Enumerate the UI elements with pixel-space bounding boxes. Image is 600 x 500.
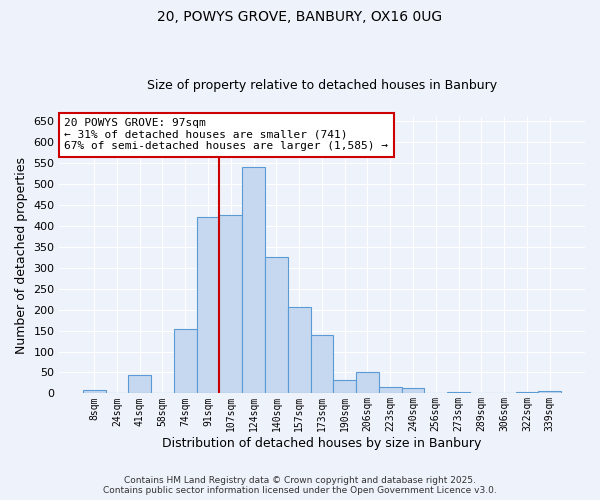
Bar (197, 217, 220, 394)
Bar (265, 257, 288, 394)
Bar (288, 308, 311, 394)
Bar (220, 216, 242, 394)
Bar (334, 380, 356, 394)
Bar (128, 375, 151, 394)
Bar (311, 334, 334, 394)
Bar (538, 392, 561, 394)
Bar (447, 392, 470, 394)
X-axis label: Distribution of detached houses by size in Banbury: Distribution of detached houses by size … (162, 437, 482, 450)
Bar (242, 166, 265, 394)
Bar (83, 390, 106, 394)
Text: 20, POWYS GROVE, BANBURY, OX16 0UG: 20, POWYS GROVE, BANBURY, OX16 0UG (157, 10, 443, 24)
Bar (174, 330, 197, 394)
Title: Size of property relative to detached houses in Banbury: Size of property relative to detached ho… (147, 79, 497, 92)
Bar (515, 392, 538, 394)
Text: 20 POWYS GROVE: 97sqm
← 31% of detached houses are smaller (741)
67% of semi-det: 20 POWYS GROVE: 97sqm ← 31% of detached … (64, 118, 388, 152)
Text: Contains HM Land Registry data © Crown copyright and database right 2025.
Contai: Contains HM Land Registry data © Crown c… (103, 476, 497, 495)
Y-axis label: Number of detached properties: Number of detached properties (15, 156, 28, 354)
Bar (379, 387, 401, 394)
Bar (401, 388, 424, 394)
Bar (356, 372, 379, 394)
